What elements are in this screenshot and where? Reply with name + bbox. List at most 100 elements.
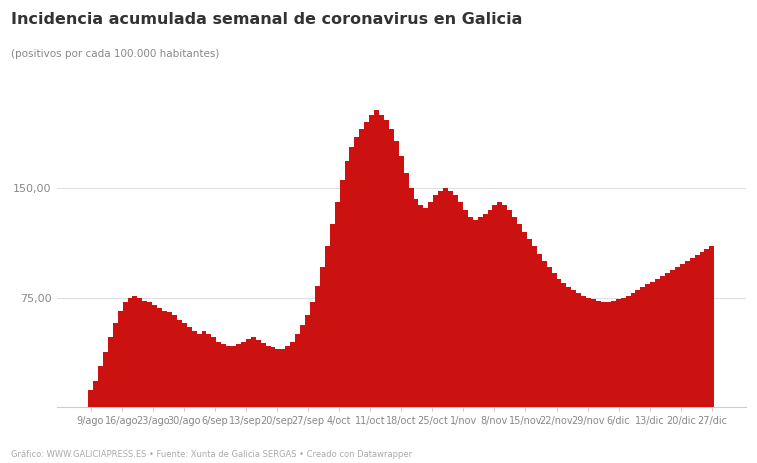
Bar [576,293,581,407]
Bar [117,311,123,407]
Bar [394,141,399,407]
Bar [167,312,172,407]
Bar [256,340,260,407]
Bar [463,210,468,407]
Bar [330,225,335,407]
Bar [635,290,640,407]
Bar [221,344,226,407]
Bar [325,246,330,407]
Bar [201,332,207,407]
Bar [670,270,675,407]
Bar [562,283,566,407]
Bar [478,217,482,407]
Bar [488,210,493,407]
Bar [88,390,93,407]
Bar [472,220,478,407]
Bar [631,293,635,407]
Bar [399,156,403,407]
Bar [132,296,138,407]
Bar [103,352,107,407]
Bar [625,296,631,407]
Bar [152,305,157,407]
Bar [423,208,428,407]
Bar [344,162,350,407]
Bar [655,279,660,407]
Bar [148,302,152,407]
Bar [364,122,369,407]
Bar [517,225,522,407]
Bar [497,202,503,407]
Bar [182,323,187,407]
Bar [433,195,438,407]
Bar [177,319,182,407]
Bar [389,129,394,407]
Bar [162,311,167,407]
Bar [503,206,507,407]
Bar [709,246,715,407]
Bar [601,302,606,407]
Bar [660,275,665,407]
Bar [699,252,705,407]
Bar [226,346,231,407]
Bar [197,334,201,407]
Bar [443,188,448,407]
Bar [665,273,670,407]
Bar [547,267,552,407]
Bar [512,217,517,407]
Bar [187,327,192,407]
Bar [468,217,472,407]
Bar [606,302,611,407]
Bar [448,191,453,407]
Bar [310,302,315,407]
Bar [384,120,389,407]
Bar [123,302,127,407]
Bar [586,298,591,407]
Bar [211,337,217,407]
Bar [142,300,148,407]
Bar [581,296,586,407]
Bar [315,286,320,407]
Bar [270,347,276,407]
Bar [596,300,601,407]
Bar [685,261,690,407]
Bar [285,346,290,407]
Bar [231,346,236,407]
Bar [305,315,310,407]
Bar [591,299,596,407]
Bar [675,267,680,407]
Bar [566,288,572,407]
Bar [236,344,241,407]
Bar [138,298,142,407]
Text: (positivos por cada 100.000 habitantes): (positivos por cada 100.000 habitantes) [11,49,220,59]
Bar [556,279,562,407]
Bar [207,334,211,407]
Bar [157,308,162,407]
Bar [640,288,645,407]
Bar [280,349,285,407]
Bar [241,342,246,407]
Bar [246,338,251,407]
Bar [98,366,103,407]
Bar [413,200,419,407]
Bar [458,202,463,407]
Bar [350,147,354,407]
Bar [260,343,266,407]
Bar [621,298,625,407]
Bar [482,214,488,407]
Bar [217,342,221,407]
Bar [552,273,556,407]
Bar [340,181,344,407]
Bar [611,300,615,407]
Bar [615,299,621,407]
Bar [374,110,379,407]
Text: Gráfico: WWW.GALICIAPRESS.ES • Fuente: Xunta de Galicia SERGAS • Creado con Data: Gráfico: WWW.GALICIAPRESS.ES • Fuente: X… [11,450,413,459]
Bar [360,129,364,407]
Bar [192,332,197,407]
Bar [113,323,117,407]
Bar [428,202,433,407]
Bar [680,264,685,407]
Bar [290,342,295,407]
Bar [266,346,270,407]
Bar [354,137,360,407]
Bar [542,261,547,407]
